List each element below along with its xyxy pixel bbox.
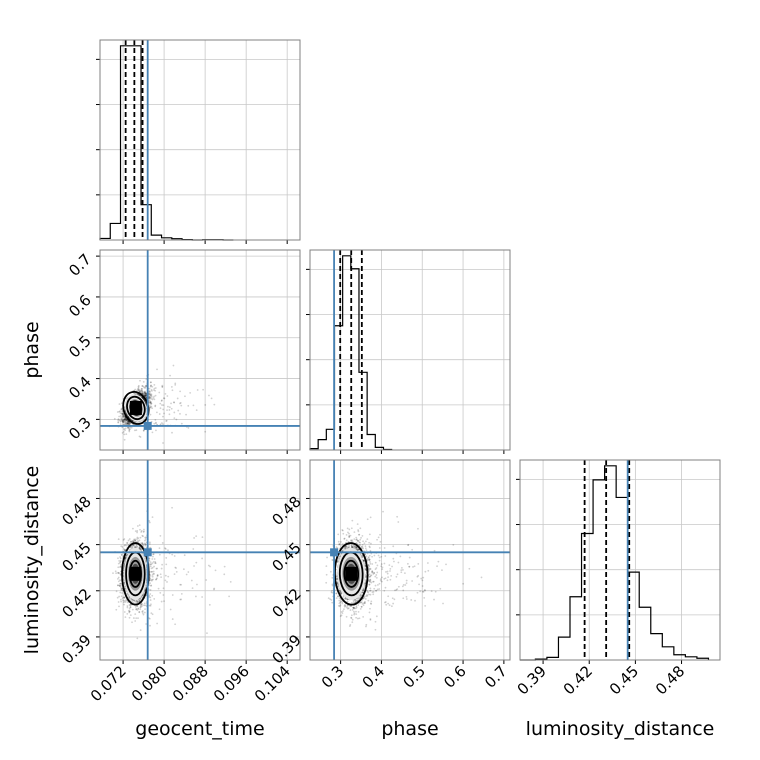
joint-content	[100, 250, 300, 450]
truth-marker	[143, 548, 152, 557]
joint-content	[100, 460, 300, 660]
truth-marker	[143, 421, 152, 430]
x-tick-label-luminosity_distance: 0.48	[652, 662, 688, 698]
contour	[343, 559, 360, 588]
panel-frame	[519, 459, 721, 661]
density-shading	[124, 547, 147, 600]
panel-frame	[309, 249, 511, 451]
y-tick-label-luminosity_distance: 0.48	[58, 493, 94, 529]
x-tick-label-geocent_time: 0.104	[251, 662, 294, 705]
x-tick-label-geocent_time: 0.088	[169, 662, 212, 705]
xlabel-geocent-time: geocent_time	[135, 718, 264, 740]
x-tick-label-geocent_time: 0.072	[87, 662, 130, 705]
hist-panel-geocent_time	[96, 39, 301, 244]
y-tick-label-phase: 0.7	[65, 250, 95, 280]
joint-panel-geocent_time-luminosity_distance: 0.0720.0800.0880.0960.1040.390.420.450.4…	[58, 459, 301, 705]
contour	[126, 395, 146, 421]
contour	[129, 400, 143, 416]
density-peak	[129, 566, 142, 581]
density-peak	[345, 566, 358, 581]
samples	[108, 364, 216, 444]
joint-panel-geocent_time-phase: 0.3 0.4 0.5 0.6 0.7	[65, 249, 301, 454]
ylabel-phase: phase	[21, 321, 43, 378]
x-tick-label-phase: 0.5	[399, 662, 429, 692]
x-tick-label-luminosity_distance: 0.39	[514, 662, 550, 698]
y-tick-label-luminosity_distance: 0.45	[58, 539, 94, 575]
hist-panel-luminosity_distance: 0.39 0.42 0.45 0.48	[514, 459, 721, 698]
panel-frame	[99, 39, 301, 241]
x-tick-label-phase: 0.6	[440, 662, 470, 692]
x-tick-label-phase: 0.4	[359, 662, 389, 692]
y-tick-label-luminosity_distance: 0.45	[268, 539, 304, 575]
contour	[128, 559, 142, 588]
x-tick-label-luminosity_distance: 0.42	[560, 662, 596, 698]
panel-frame	[309, 459, 511, 661]
joint-content	[310, 460, 510, 660]
panel-frame	[99, 459, 301, 661]
panel-frame	[99, 249, 301, 451]
ylabel-luminosity-distance: luminosity_distance	[21, 466, 43, 655]
y-tick-label-phase: 0.5	[65, 332, 95, 362]
x-tick-label-phase: 0.3	[318, 662, 348, 692]
x-tick-label-geocent_time: 0.080	[128, 662, 171, 705]
histogram-geocent_time	[99, 45, 234, 241]
y-tick-label-luminosity_distance: 0.39	[268, 631, 304, 667]
y-tick-label-phase: 0.6	[65, 291, 95, 321]
joint-panel-phase-luminosity_distance: 0.3 0.4 0.5 0.6 0.7 0.39 0.42 0.45 0.48	[268, 459, 511, 692]
x-tick-label-phase: 0.7	[481, 662, 511, 692]
xlabel-luminosity-distance: luminosity_distance	[526, 718, 715, 740]
y-tick-label-luminosity_distance: 0.42	[58, 585, 94, 621]
x-tick-label-luminosity_distance: 0.45	[606, 662, 642, 698]
y-tick-label-luminosity_distance: 0.48	[268, 493, 304, 529]
density-peak	[129, 400, 142, 415]
contour	[121, 542, 150, 606]
truth-marker	[330, 548, 339, 557]
histogram-luminosity_distance	[520, 465, 710, 661]
y-tick-label-luminosity_distance: 0.39	[58, 631, 94, 667]
y-tick-label-luminosity_distance: 0.42	[268, 585, 304, 621]
y-tick-label-phase: 0.4	[65, 373, 95, 403]
xlabel-phase: phase	[381, 718, 438, 740]
hist-panel-phase	[306, 249, 511, 454]
y-tick-label-phase: 0.3	[65, 413, 95, 443]
x-tick-label-geocent_time: 0.096	[210, 662, 253, 705]
